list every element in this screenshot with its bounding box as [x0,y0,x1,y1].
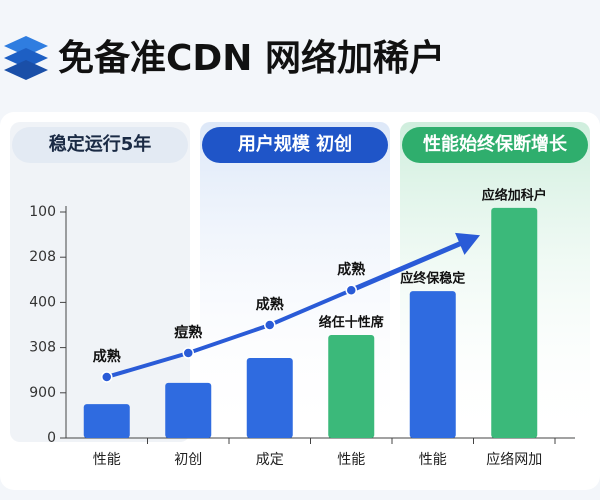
trend-point [182,347,194,359]
trend-point [264,319,276,331]
trend-point [345,284,357,296]
trend-arrow [350,240,463,293]
column-label: 用户规模 初创 [238,133,352,155]
point-label: 成熟 [337,261,365,278]
y-tick-label: 400 [29,294,56,310]
bar [409,291,456,438]
x-tick-label: 性能 [419,452,447,468]
logo [4,36,48,80]
title: 免备准CDN 网络加稀户 [58,37,445,79]
bar-label: 应终保稳定 [400,271,465,287]
column-label: 稳定运行5年 [49,133,152,155]
arrow-head [455,232,481,255]
column-pill [402,127,588,163]
x-tick-label: 成定 [256,452,284,468]
x-tick-label: 初创 [174,451,202,468]
bar [83,404,130,438]
column-label: 性能始终保断增长 [423,133,568,155]
x-tick-label: 性能 [93,452,121,468]
y-tick-label: 0 [47,430,56,446]
bar [328,334,375,438]
x-tick-label: 应络网加 [486,451,542,468]
bar-label: 络仼十性席 [319,314,384,330]
point-label: 痘熟 [174,324,202,341]
y-tick-label: 308 [29,340,56,356]
trend-point [101,371,113,383]
column-bg [10,122,190,442]
x-tick-label: 性能 [337,452,365,468]
y-tick-label: 900 [29,385,56,401]
point-label: 成熟 [256,296,284,313]
bar-label: 应络加科户 [482,187,547,203]
column-pill [202,127,388,163]
trend-line [106,288,353,379]
y-tick-label: 208 [29,249,56,265]
point-label: 成熟 [93,348,121,365]
bar [165,382,212,438]
column-pill [12,127,188,163]
bar [491,207,538,438]
bar [246,357,293,438]
y-tick-label: 100 [29,204,56,220]
